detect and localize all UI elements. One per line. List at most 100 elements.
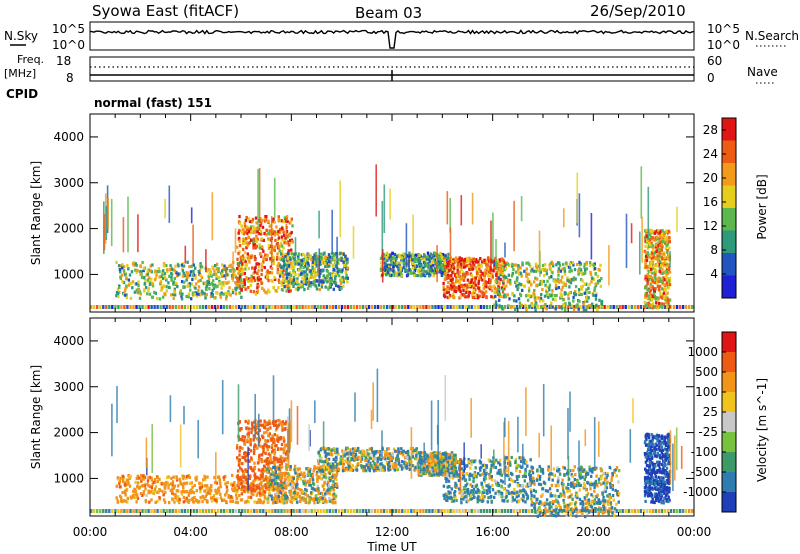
echo-cell <box>248 474 251 478</box>
echo-cell <box>181 474 184 478</box>
echo-cell <box>144 509 147 513</box>
noise-right-label: N.Search <box>745 29 799 43</box>
echo-cell <box>315 470 319 475</box>
echo-cell <box>118 479 122 483</box>
echo-cell <box>249 289 252 293</box>
echo-cell <box>663 252 666 256</box>
echo-cell <box>650 251 654 255</box>
echo-cell <box>259 253 262 257</box>
echo-cell <box>480 290 483 294</box>
echo-cell <box>393 252 397 257</box>
echo-cell <box>250 489 253 493</box>
echo-cell <box>665 270 669 274</box>
echo-cell <box>140 275 144 280</box>
echo-cell <box>253 461 256 465</box>
echo-cell <box>594 509 597 513</box>
echo-cell <box>293 498 296 502</box>
echo-cell <box>278 486 282 490</box>
echo-cell <box>363 454 366 458</box>
echo-cell <box>278 227 282 232</box>
echo-cell <box>174 264 177 268</box>
echo-cell <box>271 501 275 505</box>
echo-cell <box>322 509 325 513</box>
echo-cell <box>249 231 252 235</box>
echo-cell <box>157 267 160 271</box>
echo-cell <box>499 278 502 282</box>
echo-cell <box>186 260 189 264</box>
echo-cell <box>259 277 262 282</box>
echo-cell <box>285 495 289 499</box>
echo-streak <box>352 225 355 259</box>
echo-cell <box>124 287 127 291</box>
echo-cell <box>665 250 669 254</box>
echo-cell <box>450 287 453 291</box>
echo-cell <box>114 305 117 309</box>
echo-cell <box>247 419 250 423</box>
echo-cell <box>612 509 615 513</box>
echo-cell <box>233 487 237 491</box>
echo-cell <box>126 500 129 504</box>
echo-cell <box>200 265 204 269</box>
echo-cell <box>212 272 215 277</box>
echo-cell <box>249 449 253 453</box>
echo-cell <box>296 500 299 504</box>
echo-cell <box>177 509 180 513</box>
echo-cell <box>388 265 391 269</box>
echo-cell <box>443 259 446 263</box>
echo-cell <box>250 456 253 460</box>
echo-cell <box>416 457 419 461</box>
echo-cell <box>266 470 269 474</box>
echo-cell <box>312 497 316 501</box>
echo-cell <box>240 256 243 260</box>
echo-cell <box>280 442 284 447</box>
echo-cell <box>279 497 282 501</box>
echo-cell <box>165 268 169 272</box>
echo-cell <box>180 280 184 284</box>
echo-cell <box>432 264 435 268</box>
echo-cell <box>286 219 289 223</box>
echo-cell <box>465 290 468 295</box>
echo-cell <box>220 274 224 278</box>
echo-cell <box>154 484 158 488</box>
echo-cell <box>258 493 262 497</box>
echo-cell <box>503 293 506 297</box>
echo-cell <box>583 291 587 295</box>
echo-cell <box>417 258 420 262</box>
echo-cell <box>437 253 441 257</box>
echo-cell <box>137 486 141 490</box>
echo-cell <box>118 485 122 489</box>
echo-cell <box>167 475 170 479</box>
echo-cell <box>279 459 282 463</box>
echo-cell <box>380 264 383 269</box>
echo-cell <box>134 268 137 272</box>
echo-cell <box>392 465 395 469</box>
echo-cell <box>346 280 349 284</box>
echo-cell <box>433 251 436 255</box>
echo-cell <box>656 296 659 300</box>
echo-cell <box>266 497 269 501</box>
echo-cell <box>446 509 449 513</box>
echo-cell <box>280 472 283 476</box>
echo-cell <box>578 299 581 303</box>
echo-cell <box>153 478 157 482</box>
echo-cell <box>471 293 474 297</box>
echo-cell <box>379 509 383 513</box>
echo-cell <box>238 221 242 225</box>
echo-cell <box>136 493 139 497</box>
echo-cell <box>456 265 459 269</box>
echo-cell <box>337 509 340 513</box>
echo-cell <box>296 467 299 471</box>
echo-cell <box>667 279 670 283</box>
echo-cell <box>282 246 285 250</box>
echo-cell <box>289 305 292 309</box>
echo-cell <box>463 293 466 298</box>
echo-cell <box>208 270 212 274</box>
echo-cell <box>182 495 185 499</box>
echo-cell <box>265 443 268 447</box>
echo-cell <box>261 453 264 457</box>
echo-cell <box>346 305 350 309</box>
echo-cell <box>399 451 402 455</box>
echo-cell <box>264 439 267 443</box>
echo-cell <box>564 261 568 265</box>
echo-cell <box>207 268 210 272</box>
